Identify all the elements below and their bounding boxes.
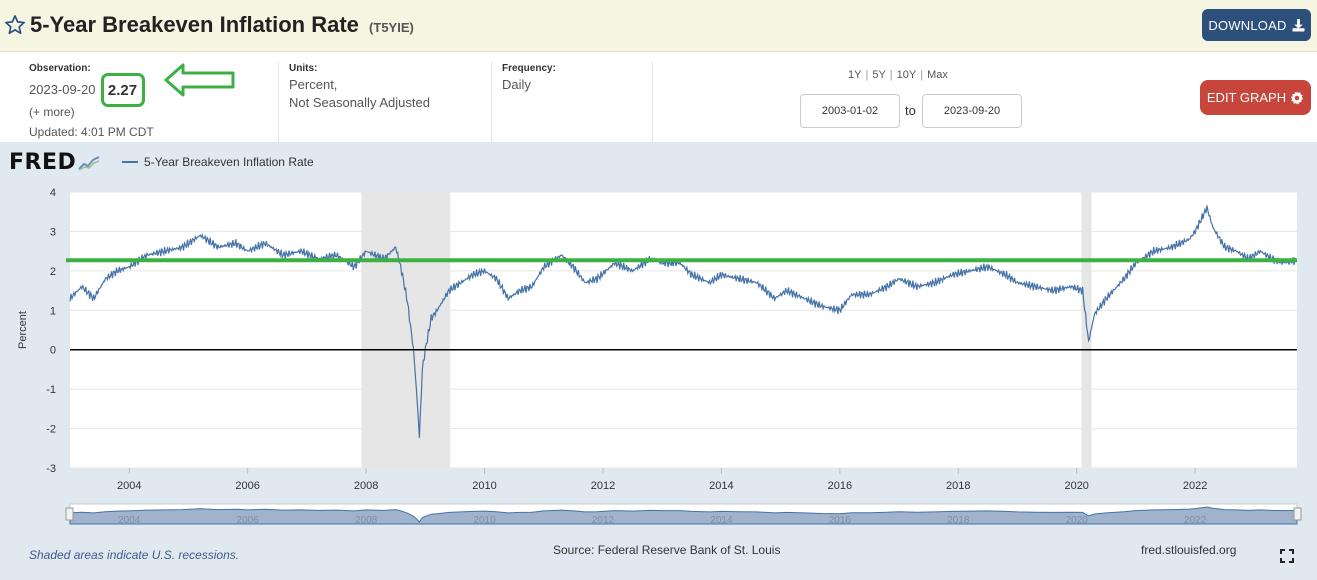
x-tick-label: 2010 [472, 480, 496, 492]
navigator-series [69, 506, 1298, 525]
divider [278, 62, 279, 142]
x-tick-label: 2008 [354, 480, 378, 492]
units-line1: Percent, [289, 77, 338, 92]
recession-note: Shaded areas indicate U.S. recessions. [29, 548, 240, 562]
line-chart: -3 -2 -1 0 1 2 3 4 2004 2006 2008 2010 2012 2014 2016 2… [17, 187, 1302, 526]
recession-shade [361, 192, 451, 468]
observation-value: 2.27 [100, 73, 145, 107]
site-link[interactable]: fred.stlouisfed.org [1141, 543, 1237, 557]
navigator-tick-label: 2010 [473, 515, 496, 526]
navigator-tick-label: 2008 [355, 515, 378, 526]
recession-shade [1081, 192, 1092, 468]
x-tick-label: 2006 [235, 480, 259, 492]
fred-logo-text: FRED [9, 150, 77, 175]
more-link[interactable]: (+ more) [29, 105, 75, 119]
download-icon [1292, 18, 1305, 32]
series-id: (T5YIE) [369, 20, 414, 35]
observation-date: 2023-09-20 [29, 82, 96, 97]
edit-graph-button[interactable]: EDIT GRAPH [1200, 80, 1311, 115]
range-1y[interactable]: 1Y [848, 69, 862, 81]
navigator-tick-label: 2022 [1184, 515, 1207, 526]
gear-icon [1290, 90, 1304, 105]
navigator-tick-label: 2004 [118, 515, 141, 526]
x-tick-label: 2014 [709, 480, 733, 492]
navigator-tick-label: 2014 [710, 515, 733, 526]
units-line2: Not Seasonally Adjusted [289, 95, 430, 110]
to-label: to [905, 103, 916, 118]
legend-label: 5-Year Breakeven Inflation Rate [144, 155, 314, 169]
y-axis-label: Percent [17, 311, 29, 349]
range-selector: 1Y | 5Y | 10Y | Max [848, 69, 948, 81]
legend-swatch [122, 161, 138, 163]
x-tick-label: 2018 [946, 480, 970, 492]
observation-label: Observation: [29, 63, 91, 74]
y-tick-label: 4 [50, 187, 56, 199]
range-max[interactable]: Max [927, 69, 948, 81]
info-strip [0, 52, 1317, 142]
start-date-input[interactable]: 2003-01-02 [800, 94, 900, 128]
edit-graph-label: EDIT GRAPH [1206, 90, 1287, 105]
source-note: Source: Federal Reserve Bank of St. Loui… [553, 543, 781, 557]
fred-logo-graph-icon [78, 155, 101, 171]
frequency-panel: Frequency: Daily [502, 63, 556, 94]
units-label: Units: [289, 63, 318, 74]
x-tick-label: 2016 [828, 480, 852, 492]
page-header: 5-Year Breakeven Inflation Rate (T5YIE) … [0, 0, 1317, 52]
navigator-tick-label: 2020 [1066, 515, 1089, 526]
y-tick-label: 0 [50, 345, 56, 357]
star-outline-icon[interactable] [4, 14, 26, 36]
y-tick-label: -1 [46, 384, 56, 396]
navigator-tick-label: 2012 [592, 515, 615, 526]
x-tick-label: 2020 [1064, 480, 1088, 492]
chart-legend: 5-Year Breakeven Inflation Rate [122, 155, 314, 169]
download-button[interactable]: DOWNLOAD [1202, 9, 1311, 41]
observation-panel: Observation: 2023-09-20 2.27 (+ more) Up… [29, 63, 154, 141]
range-5y[interactable]: 5Y [872, 69, 886, 81]
navigator-left-handle[interactable] [65, 507, 74, 521]
y-tick-label: 3 [50, 226, 56, 238]
series-line-5yr-breakeven [69, 205, 1298, 438]
fullscreen-icon[interactable] [1280, 549, 1294, 563]
x-tick-label: 2012 [591, 480, 615, 492]
range-10y[interactable]: 10Y [896, 69, 917, 81]
x-tick-label: 2004 [117, 480, 141, 492]
plot-area [70, 192, 1297, 468]
frequency-value: Daily [502, 77, 531, 92]
navigator-right-handle[interactable] [1293, 507, 1302, 521]
download-label: DOWNLOAD [1208, 17, 1287, 33]
frequency-label: Frequency: [502, 63, 556, 74]
series-title: 5-Year Breakeven Inflation Rate [30, 12, 359, 37]
y-tick-label: -3 [46, 463, 56, 475]
updated-time: Updated: 4:01 PM CDT [29, 125, 154, 139]
y-tick-label: 1 [50, 305, 56, 317]
y-tick-label: 2 [50, 266, 56, 278]
navigator-tick-label: 2018 [947, 515, 970, 526]
divider [491, 62, 492, 142]
left-arrow-annotation-icon [164, 63, 235, 97]
page-title: 5-Year Breakeven Inflation Rate (T5YIE) [30, 12, 414, 38]
end-date-input[interactable]: 2023-09-20 [922, 94, 1022, 128]
fred-logo[interactable]: FRED [9, 150, 101, 175]
navigator-tick-label: 2006 [237, 515, 260, 526]
units-panel: Units: Percent, Not Seasonally Adjusted [289, 63, 430, 112]
divider [652, 62, 653, 142]
y-tick-label: -2 [46, 424, 56, 436]
navigator-tick-label: 2016 [829, 515, 852, 526]
x-tick-label: 2022 [1183, 480, 1207, 492]
